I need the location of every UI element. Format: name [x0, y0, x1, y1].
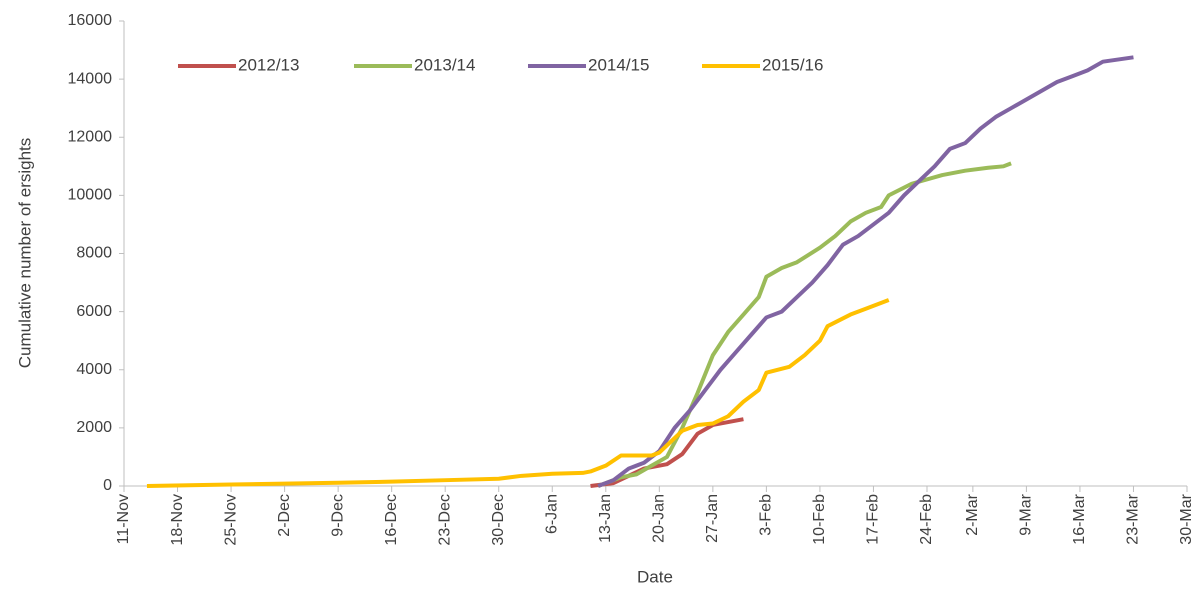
series-line: [597, 161, 1012, 488]
x-tick-label: 6-Jan: [543, 494, 560, 534]
x-tick-label: 25-Nov: [222, 494, 239, 546]
series-line: [590, 417, 744, 488]
x-tick-label: 23-Mar: [1125, 493, 1142, 544]
legend-label: 2015/16: [762, 55, 823, 74]
x-tick-label: 18-Nov: [169, 494, 186, 546]
y-axis-label: Cumulative number of ersights: [15, 138, 34, 369]
x-tick-label: 30-Mar: [1178, 493, 1195, 544]
y-tick-label: 12000: [68, 128, 113, 145]
x-tick-label: 17-Feb: [865, 494, 882, 545]
y-tick-label: 0: [103, 477, 112, 494]
x-tick-label: 3-Feb: [758, 494, 775, 536]
series-line: [597, 55, 1134, 488]
y-tick-label: 16000: [68, 12, 113, 29]
series-line: [146, 298, 890, 488]
legend-label: 2012/13: [238, 55, 299, 74]
x-axis-label: Date: [637, 567, 673, 586]
x-tick-label: 10-Feb: [811, 494, 828, 545]
x-tick-label: 11-Nov: [115, 494, 132, 544]
x-tick-label: 2-Mar: [964, 493, 981, 535]
x-tick-label: 16-Dec: [383, 494, 400, 546]
x-tick-label: 16-Mar: [1071, 493, 1088, 544]
y-tick-label: 14000: [68, 70, 113, 87]
y-tick-label: 4000: [76, 361, 112, 378]
legend-label: 2014/15: [588, 55, 649, 74]
y-tick-label: 2000: [76, 419, 112, 436]
x-tick-label: 24-Feb: [918, 494, 935, 545]
y-tick-label: 6000: [76, 303, 112, 320]
x-tick-label: 20-Jan: [651, 494, 668, 543]
legend-label: 2013/14: [414, 55, 475, 74]
y-tick-label: 8000: [76, 245, 112, 262]
x-tick-label: 2-Dec: [276, 494, 293, 537]
y-tick-label: 10000: [68, 187, 113, 204]
x-tick-label: 23-Dec: [436, 494, 453, 546]
x-tick-label: 30-Dec: [490, 494, 507, 546]
x-tick-label: 13-Jan: [597, 494, 614, 543]
x-tick-label: 27-Jan: [704, 494, 721, 543]
x-tick-label: 9-Mar: [1018, 493, 1035, 535]
x-tick-label: 9-Dec: [329, 494, 346, 537]
